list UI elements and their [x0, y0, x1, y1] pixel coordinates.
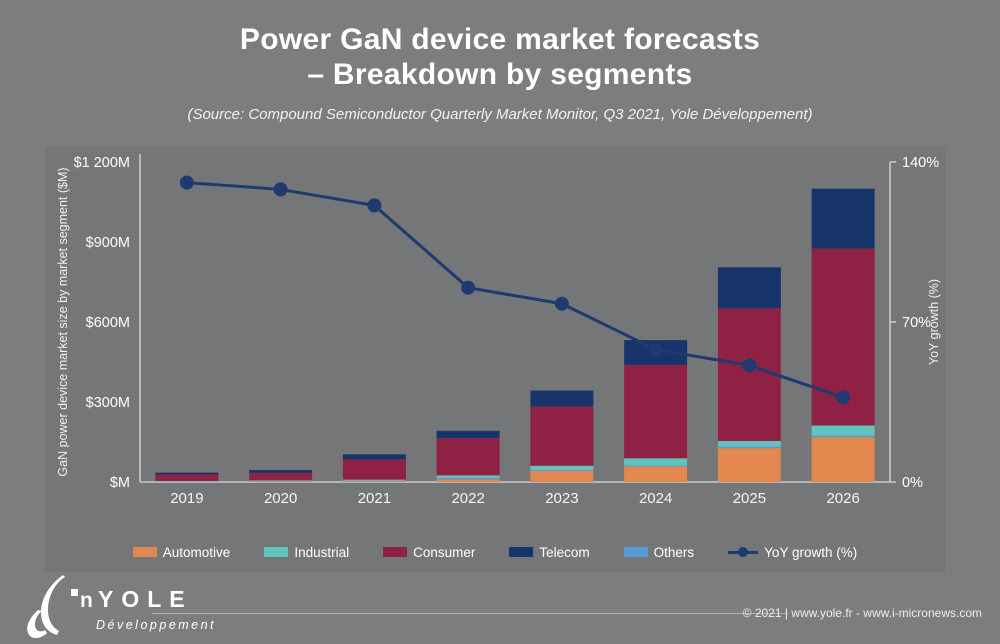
- bar-segment-2019-industrial: [155, 480, 219, 482]
- yoy-dot-2025: [742, 358, 757, 373]
- yoy-dot-2024: [648, 342, 663, 357]
- yoy-dot-2021: [367, 198, 382, 213]
- bar-segment-2021-others: [342, 480, 406, 482]
- bar-segment-2024-automotive: [624, 466, 688, 482]
- logo-tail-icon: [27, 610, 47, 639]
- bar-segment-2021-automotive: [342, 481, 406, 482]
- left-axis-tick-label: $M: [110, 475, 130, 491]
- bar-segment-2025-automotive: [717, 448, 781, 482]
- bar-segment-2022-industrial: [436, 475, 500, 478]
- legend-label: Telecom: [539, 544, 590, 560]
- yoy-dot-2019: [179, 175, 194, 190]
- bar-segment-2025-consumer: [717, 308, 781, 441]
- right-axis-tick-label: 140%: [902, 155, 939, 171]
- copyright-text: © 2021 | www.yole.fr - www.i-micronews.c…: [742, 606, 982, 620]
- x-axis-category-label: 2024: [639, 490, 672, 507]
- legend-label: Consumer: [413, 544, 476, 560]
- footer-divider: [152, 613, 788, 614]
- svg-text:n: n: [80, 589, 93, 612]
- legend-label: Others: [653, 544, 695, 560]
- legend-item-telecom: Telecom: [509, 544, 590, 560]
- yoy-dot-2023: [554, 296, 569, 311]
- bar-segment-2023-industrial: [530, 465, 594, 470]
- bar-segment-2019-consumer: [155, 474, 219, 481]
- bar-segment-2019-telecom: [155, 472, 219, 475]
- bar-segment-2023-others: [530, 470, 594, 471]
- right-axis-title: YoY growth (%): [927, 279, 941, 365]
- logo-building-icon: [71, 589, 78, 596]
- x-axis-category-label: 2019: [170, 490, 203, 507]
- bar-segment-2025-telecom: [717, 267, 781, 309]
- bar-segment-2025-industrial: [717, 440, 781, 447]
- legend-label: Automotive: [162, 544, 231, 560]
- left-axis-tick-label: $1 200M: [74, 155, 130, 171]
- bar-segment-2023-automotive: [530, 470, 594, 482]
- bar-segment-2023-telecom: [530, 390, 594, 407]
- yole-logo: n YOLE Développement: [16, 574, 246, 640]
- bar-segment-2024-others: [624, 465, 688, 467]
- bar-segment-2025-others: [717, 446, 781, 449]
- legend-line-icon: [728, 547, 759, 557]
- yoy-growth-line: [186, 181, 844, 399]
- bar-segment-2022-others: [436, 477, 500, 480]
- yoy-dot-2022: [461, 280, 476, 295]
- x-axis-category-label: 2025: [733, 490, 766, 507]
- bar-segment-2026-others: [811, 435, 875, 438]
- left-axis-tick-label: $300M: [86, 395, 130, 411]
- legend-item-consumer: Consumer: [383, 545, 475, 560]
- legend-line-dot-icon: [738, 547, 749, 557]
- page-title: Power GaN device market forecasts – Brea…: [0, 22, 1000, 92]
- x-axis-category-label: 2022: [451, 490, 484, 507]
- bar-segment-2021-industrial: [342, 479, 406, 481]
- left-axis-title: GaN power device market size by market s…: [56, 167, 70, 476]
- bar-segment-2020-automotive: [249, 481, 313, 482]
- legend-item-yoy-growth-: YoY growth (%): [728, 545, 857, 560]
- svg-text:YOLE: YOLE: [98, 586, 193, 612]
- source-subtitle: (Source: Compound Semiconductor Quarterl…: [187, 106, 813, 123]
- bar-segment-2020-telecom: [249, 470, 313, 473]
- bar-segment-2023-consumer: [530, 406, 594, 466]
- yoy-dot-2020: [273, 182, 288, 197]
- x-axis-category-label: 2026: [826, 490, 859, 507]
- legend-swatch-icon: [623, 547, 648, 557]
- legend-swatch-icon: [264, 547, 289, 557]
- right-axis-tick-label: 70%: [902, 315, 931, 331]
- x-axis-category-label: 2021: [358, 490, 391, 507]
- bar-segment-2022-automotive: [436, 479, 500, 482]
- legend-swatch-icon: [383, 547, 408, 557]
- legend-swatch-icon: [509, 547, 534, 557]
- logo-swoosh-icon: [40, 575, 65, 635]
- legend-item-industrial: Industrial: [264, 545, 349, 560]
- right-axis-tick-label: 0%: [902, 475, 923, 491]
- svg-text:Développement: Développement: [96, 618, 216, 632]
- legend-item-others: Others: [623, 544, 695, 560]
- legend-swatch-icon: [132, 547, 157, 557]
- x-axis-category-label: 2020: [264, 490, 297, 507]
- left-axis-tick-label: $600M: [86, 315, 130, 331]
- bar-segment-2022-telecom: [436, 430, 500, 439]
- bar-segment-2020-consumer: [249, 472, 313, 481]
- bar-segment-2021-consumer: [342, 459, 406, 480]
- legend-label: YoY growth (%): [764, 544, 858, 560]
- left-axis-tick-label: $900M: [86, 235, 130, 251]
- legend-item-automotive: Automotive: [132, 544, 231, 560]
- bar-segment-2021-telecom: [342, 454, 406, 460]
- bar-segment-2022-consumer: [436, 438, 500, 476]
- bar-segment-2026-telecom: [811, 188, 875, 249]
- forecast-chart: $M $300M $600M $900M $1 200M 0% 70% 140% GaN pow…: [56, 154, 941, 507]
- legend-label: Industrial: [294, 544, 350, 560]
- title-line-2: – Breakdown by segments: [307, 58, 693, 92]
- chart-legend: Automotive Industrial Consumer Telecom Other…: [45, 538, 945, 566]
- chart-panel: $M $300M $600M $900M $1 200M 0% 70% 140% GaN pow…: [45, 146, 945, 572]
- x-axis-category-label: 2023: [545, 490, 578, 507]
- bar-segment-2026-industrial: [811, 425, 875, 436]
- title-line-1: Power GaN device market forecasts: [239, 23, 761, 56]
- bar-segment-2020-industrial: [249, 480, 313, 482]
- yoy-dot-2026: [836, 390, 851, 405]
- bar-segment-2026-automotive: [811, 437, 875, 482]
- yole-logo-mark: n YOLE Développement: [27, 575, 216, 639]
- bar-segment-2024-industrial: [624, 458, 688, 466]
- bar-segment-2024-consumer: [624, 364, 688, 459]
